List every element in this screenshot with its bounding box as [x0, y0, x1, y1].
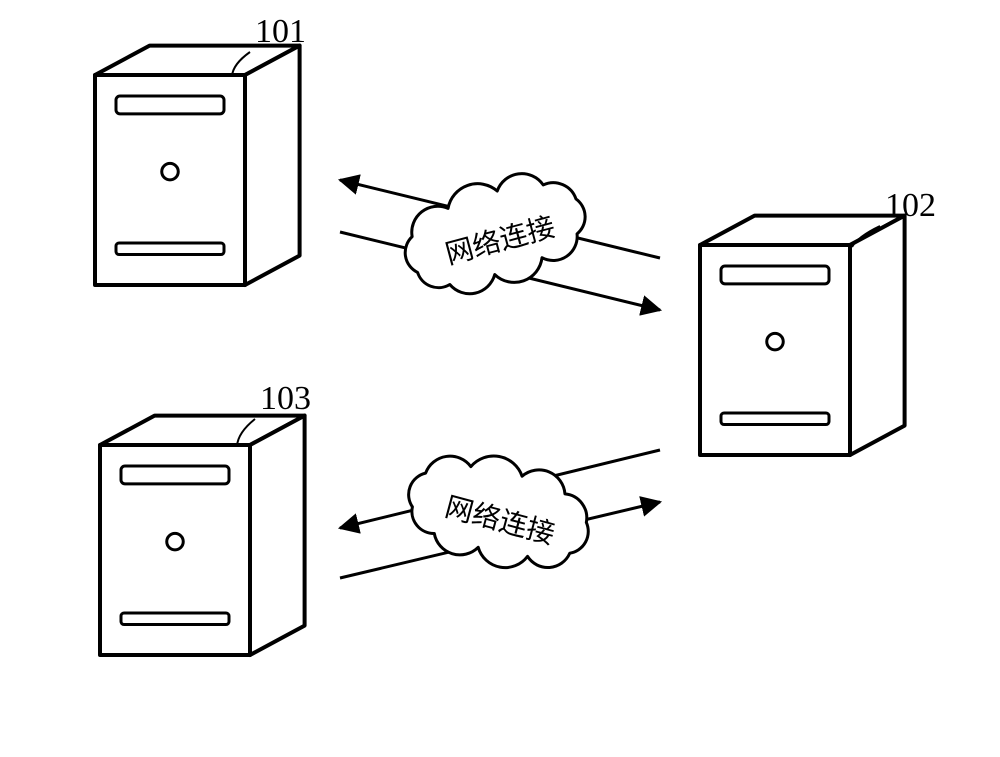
server-node-103: 103	[100, 380, 311, 655]
node-label-102: 102	[885, 187, 936, 224]
server-node-102: 102	[700, 187, 936, 455]
cloud-icon: 网络连接	[396, 436, 602, 587]
node-label-101: 101	[255, 13, 306, 50]
node-label-103: 103	[260, 380, 311, 417]
connection-103-102: 网络连接	[340, 436, 660, 587]
server-node-101: 101	[95, 13, 306, 285]
connection-101-102: 网络连接	[340, 158, 660, 310]
